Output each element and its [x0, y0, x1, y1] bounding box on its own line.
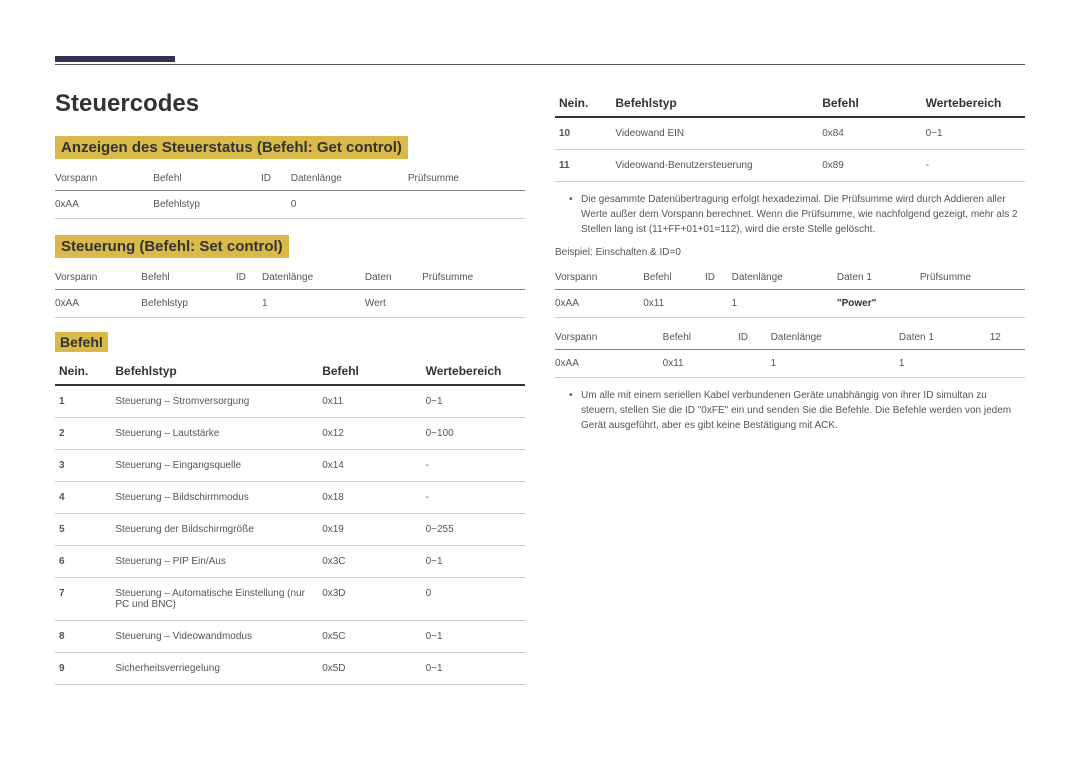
table-row: 9Sicherheitsverriegelung0x5D0~1 [55, 653, 525, 685]
s2-h2: ID [236, 266, 262, 290]
table-row: 0xAA Befehlstyp 0 [55, 191, 525, 219]
table-row: 8Steuerung – Videowandmodus0x5C0~1 [55, 621, 525, 653]
s2-h5: Prüfsumme [422, 266, 525, 290]
table-row: 1Steuerung – Stromversorgung0x110~1 [55, 385, 525, 418]
section1-heading: Anzeigen des Steuerstatus (Befehl: Get c… [55, 136, 408, 159]
content-columns: Steuercodes Anzeigen des Steuerstatus (B… [55, 90, 1025, 685]
header-accent-bar [55, 56, 175, 62]
note-list-2: Um alle mit einem seriellen Kabel verbun… [569, 388, 1025, 433]
table-row: 7Steuerung – Automatische Einstellung (n… [55, 578, 525, 621]
example1-table: Vorspann Befehl ID Datenlänge Daten 1 Pr… [555, 266, 1025, 318]
note-1: Die gesammte Datenübertragung erfolgt he… [569, 192, 1025, 237]
s1-h0: Vorspann [55, 167, 153, 191]
s2-h0: Vorspann [55, 266, 141, 290]
example-label: Beispiel: Einschalten & ID=0 [555, 247, 1025, 258]
befehl-heading: Befehl [55, 332, 108, 352]
table-row: 0xAA Befehlstyp 1 Wert [55, 290, 525, 318]
example2-table: Vorspann Befehl ID Datenlänge Daten 1 12… [555, 326, 1025, 378]
s2-h3: Datenlänge [262, 266, 365, 290]
table-row: 6Steuerung – PIP Ein/Aus0x3C0~1 [55, 546, 525, 578]
left-column: Steuercodes Anzeigen des Steuerstatus (B… [55, 90, 525, 685]
commands-table-left: Nein. Befehlstyp Befehl Wertebereich 1St… [55, 358, 525, 685]
s1-h1: Befehl [153, 167, 261, 191]
s2-h4: Daten [365, 266, 422, 290]
table-row: 5Steuerung der Bildschirmgröße0x190~255 [55, 514, 525, 546]
table-row: 4Steuerung – Bildschirmmodus0x18- [55, 482, 525, 514]
s1-h2: ID [261, 167, 291, 191]
table-row: 2Steuerung – Lautstärke0x120~100 [55, 418, 525, 450]
table-row: 0xAA 0x11 1 1 [555, 350, 1025, 378]
table-row: 10Videowand EIN0x840~1 [555, 117, 1025, 150]
section2-table: Vorspann Befehl ID Datenlänge Daten Prüf… [55, 266, 525, 318]
header-rule [55, 64, 1025, 65]
s2-h1: Befehl [141, 266, 236, 290]
table-row: 11Videowand-Benutzersteuerung0x89- [555, 150, 1025, 182]
table-row: 3Steuerung – Eingangsquelle0x14- [55, 450, 525, 482]
note-2: Um alle mit einem seriellen Kabel verbun… [569, 388, 1025, 433]
commands-table-right: Nein. Befehlstyp Befehl Wertebereich 10V… [555, 90, 1025, 182]
note-list-1: Die gesammte Datenübertragung erfolgt he… [569, 192, 1025, 237]
table-row: 0xAA 0x11 1 "Power" [555, 290, 1025, 318]
s1-h4: Prüfsumme [408, 167, 525, 191]
section1-table: Vorspann Befehl ID Datenlänge Prüfsumme … [55, 167, 525, 219]
section2-heading: Steuerung (Befehl: Set control) [55, 235, 289, 258]
s1-h3: Datenlänge [291, 167, 408, 191]
right-column: Nein. Befehlstyp Befehl Wertebereich 10V… [555, 90, 1025, 685]
page-title: Steuercodes [55, 90, 525, 118]
